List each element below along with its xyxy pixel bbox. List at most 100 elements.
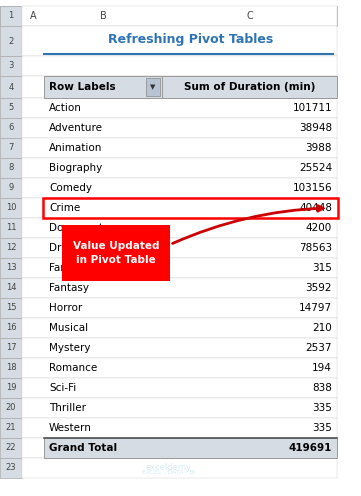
Text: 9: 9: [8, 184, 14, 192]
Text: 5: 5: [8, 104, 14, 113]
Text: 25524: 25524: [299, 163, 332, 173]
Bar: [0, 6, 22, 26]
Text: Comedy: Comedy: [49, 183, 92, 193]
Bar: [0, 418, 22, 438]
Bar: [43, 198, 338, 218]
Bar: [0, 318, 22, 338]
Bar: [44, 6, 162, 26]
Bar: [0, 6, 22, 26]
Text: Documentary: Documentary: [49, 223, 120, 233]
Bar: [0, 118, 22, 138]
Text: 3988: 3988: [305, 143, 332, 153]
Text: Sci-Fi: Sci-Fi: [49, 383, 76, 393]
Bar: [22, 338, 337, 358]
Text: 1: 1: [8, 11, 14, 20]
Text: 7: 7: [8, 143, 14, 152]
Bar: [22, 278, 337, 298]
Text: 2: 2: [8, 37, 14, 46]
Text: 17: 17: [6, 344, 16, 353]
Text: Biography: Biography: [49, 163, 102, 173]
Bar: [22, 458, 337, 478]
Text: 2537: 2537: [305, 343, 332, 353]
Bar: [0, 98, 22, 118]
Bar: [22, 438, 337, 458]
FancyBboxPatch shape: [62, 225, 170, 281]
Text: 15: 15: [6, 304, 16, 312]
Text: 4200: 4200: [306, 223, 332, 233]
Bar: [0, 56, 22, 76]
Text: 838: 838: [312, 383, 332, 393]
Bar: [162, 6, 337, 26]
Bar: [22, 178, 337, 198]
Bar: [0, 76, 22, 98]
FancyBboxPatch shape: [146, 78, 160, 96]
Text: 335: 335: [312, 423, 332, 433]
Text: Grand Total: Grand Total: [49, 443, 117, 453]
Text: Action: Action: [49, 103, 82, 113]
Text: 19: 19: [6, 383, 16, 392]
Text: 21: 21: [6, 424, 16, 433]
Bar: [162, 76, 337, 98]
Text: 78563: 78563: [299, 243, 332, 253]
Bar: [0, 178, 22, 198]
Text: Sum of Duration (min): Sum of Duration (min): [184, 82, 315, 92]
Text: 4: 4: [8, 82, 14, 91]
Text: 20: 20: [6, 404, 16, 413]
Text: Thriller: Thriller: [49, 403, 86, 413]
Text: Drama: Drama: [49, 243, 84, 253]
Bar: [22, 358, 337, 378]
Bar: [22, 98, 337, 118]
Bar: [22, 418, 337, 438]
Bar: [44, 76, 162, 98]
Text: 13: 13: [6, 263, 16, 272]
Text: 194: 194: [312, 363, 332, 373]
Bar: [22, 198, 337, 218]
Bar: [22, 26, 337, 56]
Text: 419691: 419691: [289, 443, 332, 453]
Text: Animation: Animation: [49, 143, 103, 153]
Text: 40448: 40448: [299, 203, 332, 213]
Text: 18: 18: [6, 364, 16, 372]
Bar: [22, 298, 337, 318]
Text: 38948: 38948: [299, 123, 332, 133]
Text: EXCEL · DATA · BI: EXCEL · DATA · BI: [142, 470, 195, 475]
Text: 335: 335: [312, 403, 332, 413]
Bar: [22, 318, 337, 338]
Bar: [0, 238, 22, 258]
Bar: [0, 458, 22, 478]
Text: 11: 11: [6, 224, 16, 233]
Bar: [0, 398, 22, 418]
Bar: [22, 138, 337, 158]
Text: Romance: Romance: [49, 363, 97, 373]
Text: Adventure: Adventure: [49, 123, 103, 133]
Bar: [22, 76, 337, 98]
Text: Fantasy: Fantasy: [49, 283, 89, 293]
Text: ▼: ▼: [150, 84, 156, 90]
Bar: [0, 138, 22, 158]
Bar: [22, 56, 337, 76]
Bar: [22, 258, 337, 278]
Bar: [22, 398, 337, 418]
Text: 315: 315: [312, 263, 332, 273]
Text: 3592: 3592: [305, 283, 332, 293]
Bar: [0, 278, 22, 298]
Text: 12: 12: [6, 244, 16, 252]
Bar: [0, 218, 22, 238]
Text: B: B: [100, 11, 106, 21]
Text: 8: 8: [8, 164, 14, 173]
Bar: [0, 258, 22, 278]
Text: 16: 16: [6, 323, 16, 332]
Text: 6: 6: [8, 124, 14, 132]
Bar: [44, 438, 337, 458]
Text: 103156: 103156: [292, 183, 332, 193]
Text: Horror: Horror: [49, 303, 82, 313]
Text: 10: 10: [6, 203, 16, 212]
Text: 3: 3: [8, 62, 14, 70]
Text: 23: 23: [6, 463, 16, 473]
Text: Family: Family: [49, 263, 83, 273]
Bar: [0, 298, 22, 318]
Bar: [0, 338, 22, 358]
Text: Mystery: Mystery: [49, 343, 91, 353]
Bar: [0, 438, 22, 458]
Text: exceldemy: exceldemy: [145, 463, 191, 472]
